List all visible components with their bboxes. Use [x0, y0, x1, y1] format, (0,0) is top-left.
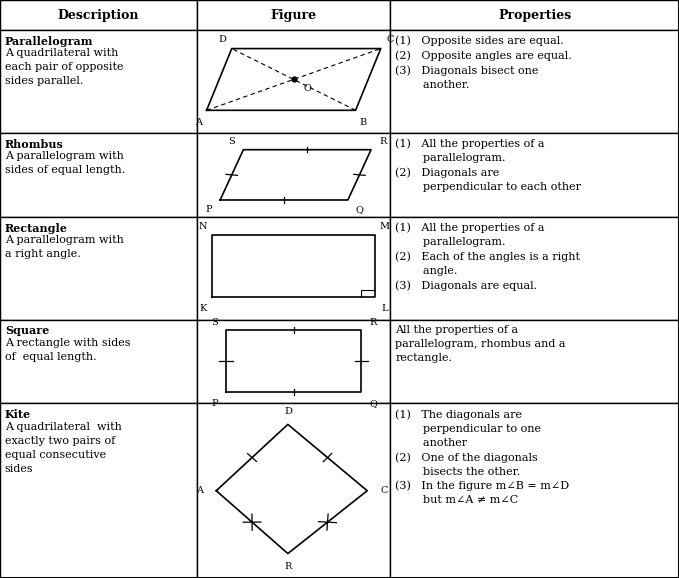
Bar: [0, 217, 197, 320]
Text: A rectangle with sides
of  equal length.: A rectangle with sides of equal length.: [5, 338, 130, 362]
Bar: [390, 0, 679, 30]
Bar: [197, 30, 390, 133]
Bar: [0, 320, 197, 403]
Text: Rectangle: Rectangle: [5, 223, 68, 234]
Bar: [390, 30, 679, 133]
Text: Description: Description: [58, 9, 139, 21]
Text: S: S: [228, 138, 235, 146]
Text: Figure: Figure: [271, 9, 316, 21]
Bar: [197, 0, 390, 30]
Text: A quadrilateral with
each pair of opposite
sides parallel.: A quadrilateral with each pair of opposi…: [5, 48, 124, 86]
Bar: [390, 320, 679, 403]
Text: (1)   Opposite sides are equal.
(2)   Opposite angles are equal.
(3)   Diagonals: (1) Opposite sides are equal. (2) Opposi…: [395, 36, 572, 90]
Text: P: P: [211, 399, 218, 408]
Text: D: D: [218, 35, 226, 45]
Text: All the properties of a
parallelogram, rhombus and a
rectangle.: All the properties of a parallelogram, r…: [395, 325, 566, 364]
Bar: [390, 217, 679, 320]
Text: Q: Q: [356, 205, 363, 214]
Text: A parallelogram with
sides of equal length.: A parallelogram with sides of equal leng…: [5, 151, 125, 175]
Text: Properties: Properties: [498, 9, 571, 21]
Text: N: N: [198, 222, 207, 231]
Text: A quadrilateral  with
exactly two pairs of
equal consecutive
sides: A quadrilateral with exactly two pairs o…: [5, 421, 122, 473]
Text: K: K: [199, 304, 206, 313]
Bar: [197, 403, 390, 578]
Text: P: P: [205, 205, 212, 214]
Text: Parallelogram: Parallelogram: [5, 36, 93, 47]
Bar: [197, 217, 390, 320]
Text: C: C: [381, 486, 388, 495]
Bar: [197, 320, 390, 403]
Text: R: R: [369, 318, 377, 327]
Bar: [0, 133, 197, 217]
Text: D: D: [284, 407, 292, 416]
Bar: [0, 403, 197, 578]
Text: M: M: [380, 222, 390, 231]
Text: A parallelogram with
a right angle.: A parallelogram with a right angle.: [5, 235, 124, 259]
Text: L: L: [382, 304, 388, 313]
Text: (1)   The diagonals are
        perpendicular to one
        another
(2)   One o: (1) The diagonals are perpendicular to o…: [395, 409, 569, 506]
Bar: [0, 0, 197, 30]
Bar: [390, 403, 679, 578]
Text: Kite: Kite: [5, 409, 31, 420]
Text: Rhombus: Rhombus: [5, 139, 64, 150]
Text: (1)   All the properties of a
        parallelogram.
(2)   Each of the angles is: (1) All the properties of a parallelogra…: [395, 223, 580, 291]
Text: R: R: [379, 138, 386, 146]
Bar: [0, 30, 197, 133]
Text: R: R: [285, 562, 291, 571]
Text: B: B: [360, 117, 367, 127]
Text: Q: Q: [369, 399, 377, 408]
Text: C: C: [387, 35, 394, 45]
Text: (1)   All the properties of a
        parallelogram.
(2)   Diagonals are
       : (1) All the properties of a parallelogra…: [395, 139, 581, 192]
Text: A: A: [196, 117, 202, 127]
Bar: [197, 133, 390, 217]
Text: O: O: [304, 84, 311, 92]
Bar: [390, 133, 679, 217]
Text: S: S: [211, 318, 218, 327]
Text: A: A: [196, 486, 203, 495]
Text: Square: Square: [5, 325, 49, 336]
